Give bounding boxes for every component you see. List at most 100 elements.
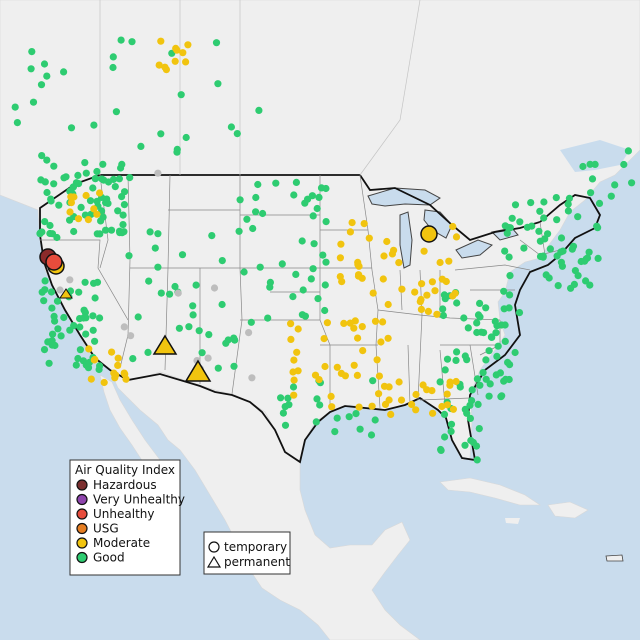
station-dot (107, 226, 116, 234)
station-dot (110, 369, 118, 377)
station-dot (41, 277, 49, 285)
aqi-legend-title: Air Quality Index (75, 463, 175, 477)
station-dot (595, 199, 604, 207)
station-dot (48, 337, 56, 345)
moderate-permanent-marker (184, 359, 212, 382)
station-dot (436, 378, 444, 386)
station-dot (383, 237, 391, 246)
station-dot (43, 156, 51, 164)
station-dot (492, 329, 500, 337)
station-dot (346, 319, 354, 327)
station-dot (536, 252, 545, 261)
station-dot (546, 245, 555, 253)
station-dot (420, 247, 428, 255)
station-dot (126, 174, 134, 182)
station-dot (90, 121, 98, 129)
station-dot (322, 218, 330, 226)
station-dot (252, 193, 260, 202)
station-dot (377, 338, 385, 346)
station-dot (119, 211, 127, 219)
station-dot (437, 445, 445, 454)
station-dot (256, 263, 264, 271)
aqi-legend-label: Hazardous (93, 478, 157, 492)
station-dot (290, 391, 298, 399)
station-dot (294, 367, 302, 375)
station-dot (98, 175, 106, 183)
station-dot (445, 257, 453, 265)
station-dot (397, 396, 406, 404)
station-dot (85, 345, 93, 353)
station-dot (500, 377, 508, 385)
station-dot (144, 348, 152, 356)
station-dot (591, 160, 599, 168)
station-dot (293, 348, 301, 356)
station-dot (461, 405, 469, 413)
station-dot (354, 334, 362, 342)
permanent-triangle-icon (206, 555, 222, 568)
station-dot (369, 289, 377, 297)
station-dot (460, 314, 468, 322)
station-dot (312, 418, 320, 426)
aqi-legend-swatch (76, 493, 88, 506)
station-dot (327, 392, 335, 400)
station-dot (67, 124, 76, 132)
station-dot (255, 106, 263, 114)
station-dot (482, 356, 490, 364)
station-dot (508, 214, 516, 222)
station-dot (441, 366, 449, 374)
station-dot (154, 169, 162, 177)
station-dot (198, 349, 206, 357)
station-dot (493, 352, 501, 360)
station-dot (121, 188, 129, 196)
station-dot (333, 363, 341, 371)
station-dot (54, 325, 62, 333)
station-dot (129, 355, 137, 363)
station-dot (120, 323, 128, 331)
station-dot (70, 193, 78, 201)
station-dot (479, 369, 487, 377)
station-dot (395, 378, 403, 386)
station-dot (504, 358, 512, 366)
station-dot (446, 381, 454, 389)
station-dot (127, 332, 135, 340)
station-dot (486, 380, 494, 388)
station-dot (289, 293, 297, 301)
station-dot (87, 375, 95, 383)
station-dot (66, 208, 74, 216)
station-dot (570, 280, 579, 288)
station-dot (319, 251, 327, 259)
station-dot (463, 356, 471, 364)
moderate-stations (66, 37, 461, 418)
station-dot (379, 275, 387, 283)
station-dot (171, 57, 179, 65)
aqi-legend-label: Moderate (93, 536, 150, 550)
station-dot (387, 410, 395, 418)
station-dot (321, 281, 329, 289)
station-dot (38, 228, 46, 236)
station-dot (41, 218, 49, 226)
station-dot (46, 221, 54, 230)
station-dot (473, 456, 481, 464)
station-dot (70, 322, 78, 330)
station-dot (108, 348, 116, 356)
station-dot (565, 194, 574, 202)
station-dot (89, 326, 97, 334)
station-dot (29, 98, 38, 106)
station-dot (441, 433, 449, 441)
station-dot (384, 300, 392, 309)
station-dot (358, 323, 366, 331)
canada-borders (99, 0, 421, 176)
station-dot (476, 381, 484, 389)
station-dot (230, 362, 238, 370)
station-dot (587, 189, 595, 197)
station-dot (74, 171, 82, 179)
type-legend-temporary: temporary (224, 540, 287, 554)
station-dot (177, 91, 185, 99)
station-dot (390, 246, 398, 254)
station-dot (485, 347, 493, 355)
station-dot (485, 392, 493, 400)
station-dot (281, 421, 290, 429)
station-dot (155, 61, 163, 69)
station-dot (541, 235, 549, 243)
type-legend: temporary permanent (203, 531, 291, 575)
